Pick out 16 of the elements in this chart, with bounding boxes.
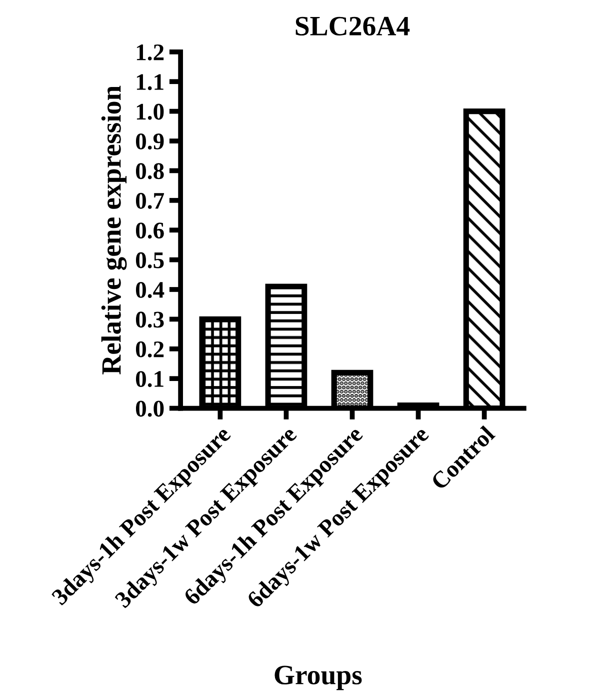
y-tick-label: 0.8: [136, 163, 164, 180]
y-tick-label: 0.9: [136, 133, 164, 150]
y-tick-label: 0.2: [136, 341, 164, 358]
y-tick-label: 0.4: [136, 282, 164, 298]
y-axis-title: Relative gene expression: [101, 86, 127, 374]
y-tick-label: 0.5: [136, 252, 164, 268]
y-tick-label: 0.6: [136, 222, 164, 239]
y-tick-label: 1.0: [136, 104, 164, 120]
y-tick-label: 0.1: [136, 371, 164, 388]
y-tick-label: 0.3: [136, 312, 164, 328]
y-tick-label: 0.0: [136, 400, 164, 417]
x-axis-title: Groups: [274, 666, 362, 690]
chart-title: SLC26A4: [296, 16, 410, 36]
y-tick-label: 0.7: [136, 192, 164, 209]
y-tick-label: 1.2: [136, 44, 164, 60]
y-tick-label: 1.1: [136, 74, 164, 90]
